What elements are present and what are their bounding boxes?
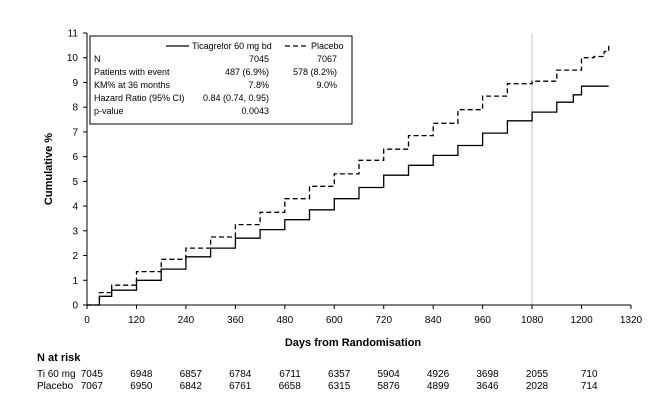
- x-tick-label: 720: [375, 315, 392, 326]
- at-risk-value: 2028: [526, 381, 549, 392]
- at-risk-row-label: Placebo: [37, 381, 74, 392]
- legend-row-label: N: [94, 54, 101, 64]
- at-risk-value: 710: [581, 369, 598, 380]
- at-risk-value: 6711: [279, 369, 301, 380]
- legend-value-placebo: 9.0%: [316, 80, 337, 90]
- x-tick-label: 120: [128, 315, 145, 326]
- legend-value-ticagrelor: 487 (6.9%): [225, 67, 269, 77]
- at-risk-value: 5876: [377, 381, 400, 392]
- at-risk-value: 7067: [81, 381, 104, 392]
- at-risk-value: 2055: [526, 369, 549, 380]
- y-axis-title: Cumulative %: [43, 133, 55, 205]
- x-tick-label: 1080: [521, 315, 544, 326]
- at-risk-title: N at risk: [37, 352, 81, 364]
- at-risk-value: 6784: [229, 369, 252, 380]
- x-tick-label: 840: [425, 315, 442, 326]
- legend-frame: [89, 35, 353, 125]
- y-tick-label: 3: [72, 226, 78, 237]
- at-risk-value: 6658: [279, 381, 302, 392]
- legend-row-label: Patients with event: [94, 67, 170, 77]
- at-risk-value: 6315: [328, 381, 351, 392]
- y-tick-label: 1: [72, 276, 78, 287]
- y-tick-label: 10: [67, 53, 79, 64]
- legend-row-label: KM% at 36 months: [94, 80, 171, 90]
- y-tick-label: 11: [68, 29, 79, 40]
- x-tick-label: 0: [84, 315, 90, 326]
- legend-value-ticagrelor: 7.8%: [248, 80, 269, 90]
- legend-value-ticagrelor: 7045: [249, 54, 269, 64]
- at-risk-value: 4926: [427, 369, 450, 380]
- at-risk-value: 3698: [476, 369, 499, 380]
- legend-row-label: p-value: [94, 106, 124, 116]
- legend-label-placebo: Placebo: [311, 41, 344, 51]
- at-risk-value: 6857: [180, 369, 203, 380]
- legend-value-ticagrelor: 0.0043: [241, 106, 269, 116]
- series-line-placebo: [87, 42, 610, 306]
- curves: [87, 42, 610, 306]
- at-risk-value: 7045: [81, 369, 104, 380]
- legend-box: Ticagrelor 60 mg bd Placebo N 7045 7067 Patie…: [89, 35, 353, 125]
- y-tick-label: 2: [72, 251, 78, 262]
- at-risk-value: 6761: [229, 381, 252, 392]
- at-risk-value: 6357: [328, 369, 351, 380]
- at-risk-value: 5904: [377, 369, 400, 380]
- y-tick-label: 0: [72, 301, 78, 312]
- y-tick-label: 8: [72, 103, 78, 114]
- legend-value-placebo: 578 (8.2%): [293, 67, 337, 77]
- axes: 0 120 240 360 480 600 720 840 960 1080 1200 1320 0 1 2…: [43, 29, 643, 350]
- x-axis-title: Days from Randomisation: [285, 337, 422, 349]
- legend-row-label: Hazard Ratio (95% CI): [94, 93, 185, 103]
- y-tick-label: 9: [72, 78, 78, 89]
- legend-value-placebo: 7067: [317, 54, 337, 64]
- x-tick-label: 480: [276, 315, 293, 326]
- at-risk-value: 3646: [476, 381, 499, 392]
- y-tick-label: 7: [72, 127, 78, 138]
- legend-value-ticagrelor: 0.84 (0.74, 0.95): [203, 93, 269, 103]
- x-tick-label: 600: [326, 315, 343, 326]
- x-tick-label: 960: [474, 315, 491, 326]
- at-risk-value: 6950: [130, 381, 153, 392]
- y-tick-label: 5: [72, 177, 78, 188]
- x-tick-label: 1320: [620, 315, 643, 326]
- x-tick-label: 360: [227, 315, 244, 326]
- y-tick-label: 4: [72, 202, 78, 213]
- at-risk-table: N at risk Ti 60 mg 7045 6948 6857 6784 6711 635…: [37, 352, 598, 392]
- y-tick-label: 6: [72, 152, 78, 163]
- x-tick-label: 1200: [570, 315, 593, 326]
- x-tick-label: 240: [178, 315, 195, 326]
- at-risk-value: 6948: [130, 369, 153, 380]
- legend-label-ticagrelor: Ticagrelor 60 mg bd: [192, 41, 272, 51]
- at-risk-row-label: Ti 60 mg: [37, 369, 76, 380]
- at-risk-value: 4899: [427, 381, 450, 392]
- at-risk-value: 714: [581, 381, 598, 392]
- at-risk-value: 6842: [180, 381, 203, 392]
- series-line-ticagrelor: [87, 85, 609, 306]
